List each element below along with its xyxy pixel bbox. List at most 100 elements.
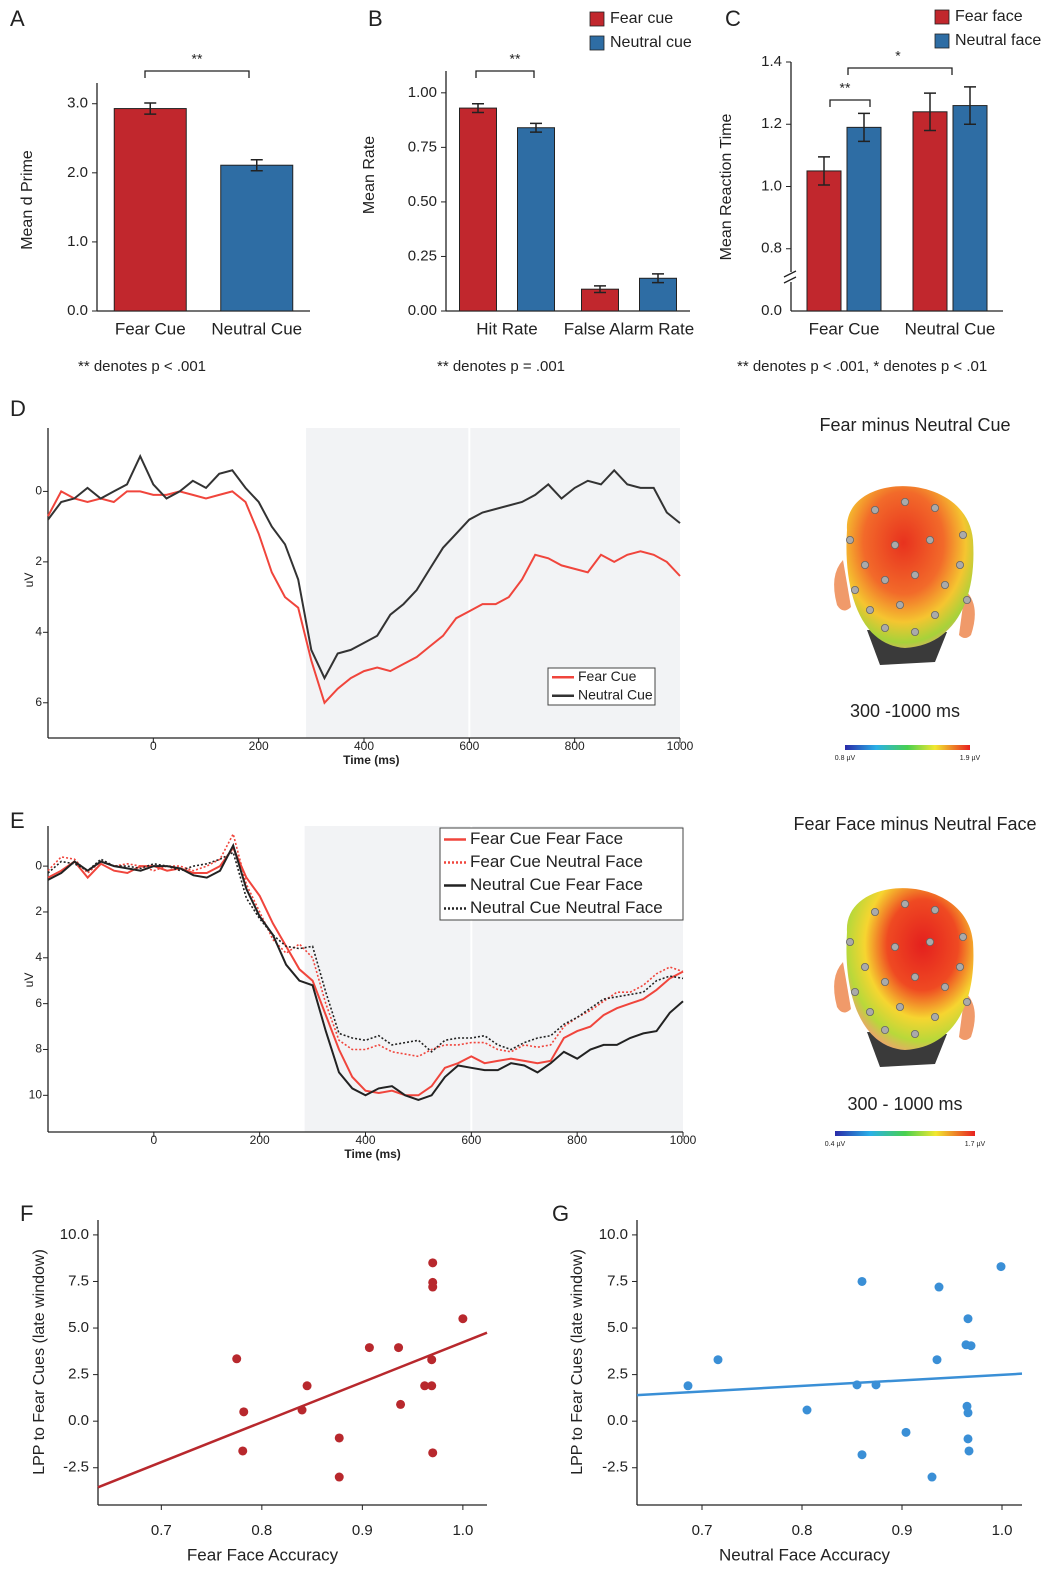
electrode bbox=[959, 933, 968, 942]
significance-label: ** bbox=[840, 80, 851, 96]
legend-label: Fear Cue Fear Face bbox=[470, 829, 623, 848]
y-tick-label: 4 bbox=[35, 950, 42, 964]
point bbox=[394, 1343, 404, 1353]
y-tick-label: 0.00 bbox=[408, 302, 437, 319]
point bbox=[932, 1355, 942, 1365]
electrode bbox=[866, 1008, 875, 1017]
note: ** denotes p < .001 bbox=[78, 358, 206, 375]
legend-label: Neutral cue bbox=[610, 34, 692, 51]
x-tick-label: 1000 bbox=[670, 1133, 697, 1147]
electrode bbox=[926, 536, 935, 545]
electrode bbox=[956, 561, 965, 570]
point bbox=[901, 1427, 911, 1437]
y-tick-label: 0.0 bbox=[607, 1412, 628, 1429]
y-tick-label: 2.5 bbox=[607, 1366, 628, 1383]
legend-label: Fear Cue bbox=[578, 668, 637, 684]
panel-letter: E bbox=[10, 808, 25, 833]
point bbox=[364, 1343, 374, 1353]
ear bbox=[959, 590, 975, 638]
bar bbox=[517, 127, 555, 312]
legend-swatch bbox=[934, 33, 950, 49]
y-tick-label: 0 bbox=[35, 484, 42, 498]
x-tick-label: Neutral Cue bbox=[211, 319, 302, 338]
electrode bbox=[901, 900, 910, 909]
x-tick-label: 0.9 bbox=[352, 1522, 373, 1539]
x-axis-label: Neutral Face Accuracy bbox=[719, 1545, 891, 1564]
electrode bbox=[963, 998, 972, 1007]
panel-letter: F bbox=[20, 1201, 33, 1226]
legend-label: Neutral Cue bbox=[578, 686, 653, 702]
electrode bbox=[866, 606, 875, 615]
y-tick-label: 0 bbox=[35, 858, 42, 872]
point bbox=[934, 1282, 944, 1292]
x-tick-label: 0.7 bbox=[151, 1522, 172, 1539]
y-tick-label: 6 bbox=[35, 996, 42, 1010]
y-axis-label: Mean d Prime bbox=[19, 150, 36, 250]
electrode bbox=[931, 906, 940, 915]
colorbar-max: 1.9 µV bbox=[960, 755, 981, 762]
y-tick-label: 1.0 bbox=[67, 233, 88, 250]
electrode bbox=[881, 576, 890, 585]
bar bbox=[912, 111, 948, 312]
point bbox=[428, 1448, 438, 1458]
y-tick-label: 5.0 bbox=[68, 1319, 89, 1336]
x-tick-label: False Alarm Rate bbox=[564, 319, 694, 338]
electrode bbox=[861, 963, 870, 972]
electrode bbox=[881, 624, 890, 633]
legend-box bbox=[547, 667, 656, 706]
x-tick-label: 0 bbox=[150, 1133, 157, 1147]
x-tick-label: 0 bbox=[150, 739, 157, 753]
x-tick-label: 600 bbox=[461, 1133, 481, 1147]
y-tick-label: 0.8 bbox=[761, 240, 782, 257]
error-bar bbox=[964, 86, 976, 125]
panel-letter: B bbox=[368, 6, 383, 31]
legend-swatch bbox=[934, 9, 950, 25]
electrode bbox=[926, 938, 935, 947]
error-bar bbox=[652, 273, 664, 284]
electrode bbox=[896, 601, 905, 610]
x-tick-label: 0.8 bbox=[251, 1522, 272, 1539]
legend-box bbox=[439, 827, 684, 921]
y-tick-label: 0.0 bbox=[68, 1412, 89, 1429]
panel-letter: G bbox=[552, 1201, 569, 1226]
x-axis-label: Fear Face Accuracy bbox=[187, 1545, 339, 1564]
y-tick-label: 0.75 bbox=[408, 138, 437, 155]
point bbox=[852, 1380, 862, 1390]
x-tick-label: 0.9 bbox=[892, 1522, 913, 1539]
colorbar-min: 0.4 µV bbox=[825, 1141, 846, 1148]
electrode bbox=[941, 581, 950, 590]
point bbox=[966, 1341, 976, 1351]
electrode bbox=[846, 938, 855, 947]
point bbox=[239, 1407, 249, 1417]
electrode bbox=[901, 497, 910, 506]
point bbox=[420, 1381, 430, 1391]
point bbox=[927, 1472, 937, 1482]
note: ** denotes p = .001 bbox=[437, 358, 565, 375]
error-bar bbox=[858, 112, 870, 143]
fit-line bbox=[636, 1372, 1023, 1397]
series-line bbox=[47, 831, 684, 1058]
point bbox=[232, 1354, 242, 1364]
point bbox=[427, 1381, 437, 1391]
electrode bbox=[911, 628, 920, 637]
topomap-title: Fear minus Neutral Cue bbox=[819, 415, 1010, 435]
ear bbox=[959, 992, 975, 1040]
point bbox=[683, 1381, 693, 1391]
y-tick-label: 2.5 bbox=[68, 1366, 89, 1383]
error-bar bbox=[472, 102, 484, 114]
panel-letter: D bbox=[10, 396, 26, 421]
y-tick-label: 0.0 bbox=[761, 302, 782, 319]
legend-label: Fear face bbox=[955, 8, 1023, 25]
electrode bbox=[896, 1003, 905, 1012]
note: ** denotes p < .001, * denotes p < .01 bbox=[737, 358, 987, 375]
time-window: 300 -1000 ms bbox=[850, 701, 960, 721]
y-axis-label: Mean Rate bbox=[361, 136, 378, 214]
point bbox=[334, 1433, 344, 1443]
electrode bbox=[956, 963, 965, 972]
electrode bbox=[931, 503, 940, 512]
significance-bracket bbox=[847, 67, 953, 75]
y-tick-label: 1.0 bbox=[761, 177, 782, 194]
fit-line bbox=[97, 1331, 488, 1489]
point bbox=[297, 1405, 307, 1415]
